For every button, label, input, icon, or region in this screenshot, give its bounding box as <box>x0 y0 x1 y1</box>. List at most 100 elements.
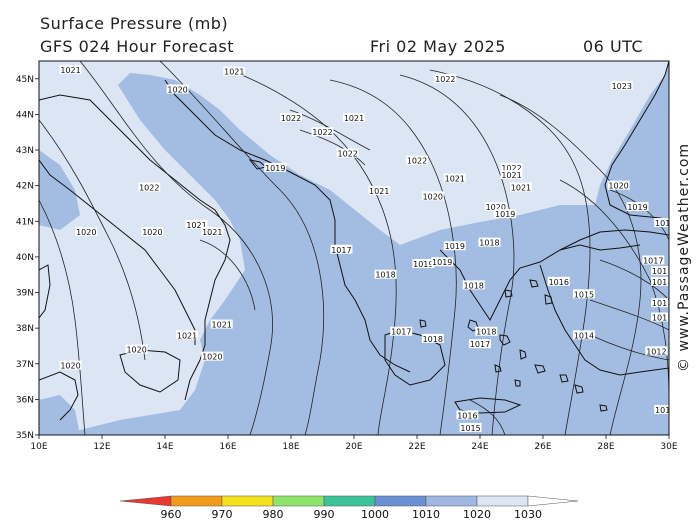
isobar-label-bg <box>138 182 161 192</box>
isobar-label-bg <box>459 422 482 432</box>
isobar-label: 1014 <box>574 331 594 340</box>
isobar-label: 1019 <box>445 242 465 251</box>
isobar-label-bg <box>651 276 669 286</box>
isobar-label: 1021 <box>511 183 531 192</box>
isobar-label-bg <box>547 276 570 286</box>
isobar-label-bg <box>443 173 466 183</box>
lon-label: 28E <box>597 442 614 452</box>
isobar-label-bg <box>654 218 669 228</box>
italy-east-coast <box>39 94 231 401</box>
isobar-label-bg <box>607 180 630 190</box>
isobar-label: 1019 <box>413 260 433 269</box>
isobar-label: 1020 <box>142 228 162 237</box>
isobar-label-bg <box>478 237 501 247</box>
isobar-label: 1018 <box>464 281 484 290</box>
lat-label: 44N <box>16 110 34 120</box>
lat-label: 38N <box>16 324 34 334</box>
isobar-label-bg <box>59 64 82 74</box>
colorbar-label: 980 <box>263 508 284 521</box>
colorbar-segment <box>272 495 325 507</box>
isobar-label-bg <box>421 333 444 343</box>
isobar-label-bg <box>572 289 595 299</box>
sardinia-coast <box>39 264 51 319</box>
isobar-label: 1017 <box>391 328 411 337</box>
colorbar-segment <box>323 495 376 507</box>
isobar-label: 1018 <box>375 271 395 280</box>
isobar-label: 101 <box>652 278 667 287</box>
lat-label: 42N <box>16 182 34 192</box>
isobar-label: 1021 <box>202 228 222 237</box>
isobar-label-bg <box>201 351 224 361</box>
isobar-label: 1021 <box>501 171 521 180</box>
isobar-label: 101 <box>652 299 667 308</box>
isobar-label: 1022 <box>435 75 455 84</box>
lat-label: 41N <box>16 217 34 227</box>
colorbar-label: 1010 <box>412 508 440 521</box>
isobar-label-bg <box>311 127 334 137</box>
balkan-coast <box>164 79 411 373</box>
isobar-label: 1022 <box>139 183 159 192</box>
map-title: Surface Pressure (mb) <box>40 14 229 33</box>
colorbar-segment <box>170 495 223 507</box>
lon-label: 24E <box>471 442 488 452</box>
isobar-label: 1020 <box>486 203 506 212</box>
lat-label: 35N <box>16 431 34 441</box>
isobar-label-bg <box>374 269 397 279</box>
isobar-label: 1020 <box>608 182 628 191</box>
isobar-label-bg <box>456 410 479 420</box>
colorbar-segment <box>476 495 529 507</box>
lat-label: 40N <box>16 253 34 263</box>
sicily-coast <box>119 349 181 393</box>
isobar-label-bg <box>494 209 517 219</box>
isobar-label: 101 <box>655 219 670 228</box>
isobar-label-bg <box>572 330 595 340</box>
colorbar-label: 970 <box>212 508 233 521</box>
isobar-label: 101 <box>652 267 667 276</box>
colorbar-segment <box>374 495 427 507</box>
isobar-label-bg <box>201 226 224 236</box>
isobar-label-bg <box>434 73 457 83</box>
tunisia-coast <box>39 371 79 421</box>
isobar-label: 1022 <box>338 150 358 159</box>
isobar-label-bg <box>475 326 498 336</box>
colorbar-min-arrow <box>119 495 172 507</box>
forecast-time: 06 UTC <box>583 37 644 56</box>
isobar-label-bg <box>368 186 391 196</box>
isobar-label: 1018 <box>479 239 499 248</box>
colorbar-segment <box>221 495 274 507</box>
forecast-subtitle: GFS 024 Hour Forecast <box>40 37 235 56</box>
lat-label: 36N <box>16 395 34 405</box>
pressure-fill-west-patch <box>39 150 80 230</box>
isobar-label: 1019 <box>627 203 647 212</box>
colorbar-label: 1030 <box>514 508 542 521</box>
isobar-label-bg <box>431 257 454 267</box>
isobar-label-bg <box>223 66 246 76</box>
latitude-labels: 45N 44N 43N 42N 41N 40N 39N 38N 37N 36N 35N <box>16 75 39 441</box>
isobar-label: 1021 <box>369 187 389 196</box>
isobar-label-bg <box>185 219 208 229</box>
lon-label: 18E <box>282 442 299 452</box>
isobar-label-bg <box>654 405 669 415</box>
isobar-label: 1017 <box>643 256 663 265</box>
isobar-label: 1020 <box>126 346 146 355</box>
isobar-label: 1019 <box>495 210 515 219</box>
isobar-label-bg <box>330 244 353 254</box>
isobar-label: 1018 <box>476 328 496 337</box>
isobar-label: 1021 <box>224 68 244 77</box>
isobar-label: 1022 <box>407 157 427 166</box>
isobar-label-bg <box>406 155 428 165</box>
isobar-label-bg <box>651 312 669 322</box>
isobar-label: 1016 <box>549 278 569 287</box>
colorbar-label: 1020 <box>463 508 491 521</box>
isobar-label: 1021 <box>177 331 197 340</box>
isobar-label: 1023 <box>612 82 632 91</box>
forecast-date: Fri 02 May 2025 <box>370 37 506 56</box>
isobar-label-bg <box>509 182 532 192</box>
isobar-label: 1018 <box>423 335 443 344</box>
lon-label: 20E <box>345 442 362 452</box>
isobar-label-bg <box>645 346 668 356</box>
colorbar-segment <box>425 495 478 507</box>
isobar-label-bg <box>500 169 523 179</box>
isobar-label-bg <box>166 84 189 94</box>
